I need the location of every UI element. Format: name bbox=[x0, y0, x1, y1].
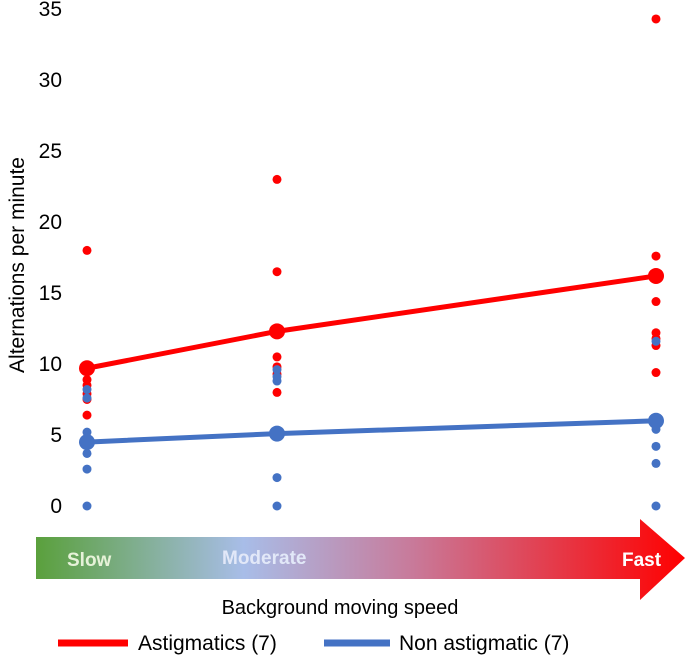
individual-point bbox=[82, 427, 92, 437]
mean-point bbox=[269, 425, 285, 442]
individual-point bbox=[272, 365, 282, 375]
individual-point bbox=[82, 410, 92, 420]
individual-point bbox=[272, 376, 282, 386]
mean-point bbox=[648, 412, 664, 429]
individual-point bbox=[272, 473, 282, 483]
y-tick-label: 0 bbox=[50, 495, 62, 518]
individual-point bbox=[651, 297, 661, 307]
individual-point bbox=[272, 387, 282, 397]
y-tick-label: 15 bbox=[39, 282, 62, 305]
individual-point bbox=[82, 385, 92, 395]
y-tick-label: 5 bbox=[50, 424, 62, 447]
y-tick-label: 20 bbox=[39, 211, 62, 234]
individual-point bbox=[651, 501, 661, 511]
y-tick-label: 30 bbox=[39, 69, 62, 92]
individual-point bbox=[82, 245, 92, 255]
y-axis-label: Alternations per minute bbox=[6, 157, 29, 373]
x-axis-label: Background moving speed bbox=[222, 597, 459, 619]
series-layer bbox=[79, 14, 664, 511]
category-label-fast: Fast bbox=[622, 550, 662, 571]
mean-point bbox=[79, 360, 95, 377]
individual-point bbox=[82, 393, 92, 403]
individual-point bbox=[651, 368, 661, 378]
y-tick-label: 35 bbox=[39, 0, 62, 21]
individual-point bbox=[651, 336, 661, 346]
individual-point bbox=[272, 352, 282, 362]
individual-point bbox=[272, 174, 282, 184]
mean-point bbox=[648, 267, 664, 284]
category-label-moderate: Moderate bbox=[222, 548, 306, 569]
individual-point bbox=[82, 448, 92, 458]
y-tick-label: 10 bbox=[39, 353, 62, 376]
individual-point bbox=[82, 501, 92, 511]
individual-point bbox=[272, 501, 282, 511]
series-non-astigmatic bbox=[79, 336, 664, 511]
individual-point bbox=[651, 251, 661, 261]
individual-point bbox=[651, 14, 661, 24]
individual-point bbox=[651, 441, 661, 451]
y-axis-ticks: 0 5 10 15 20 25 30 35 bbox=[39, 0, 62, 518]
individual-point bbox=[272, 267, 282, 277]
speed-arrow bbox=[36, 519, 685, 600]
mean-point bbox=[79, 434, 95, 451]
mean-point bbox=[269, 323, 285, 340]
category-label-slow: Slow bbox=[67, 550, 112, 571]
series-astigmatics bbox=[79, 14, 664, 443]
y-tick-label: 25 bbox=[39, 140, 62, 163]
legend: Astigmatics (7) Non astigmatic (7) bbox=[58, 632, 569, 655]
legend-label-non-astigmatic: Non astigmatic (7) bbox=[399, 632, 569, 655]
individual-point bbox=[82, 464, 92, 474]
series-line bbox=[86, 273, 657, 371]
individual-point bbox=[651, 458, 661, 468]
series-line bbox=[86, 418, 657, 445]
legend-label-astigmatics: Astigmatics (7) bbox=[138, 632, 277, 655]
